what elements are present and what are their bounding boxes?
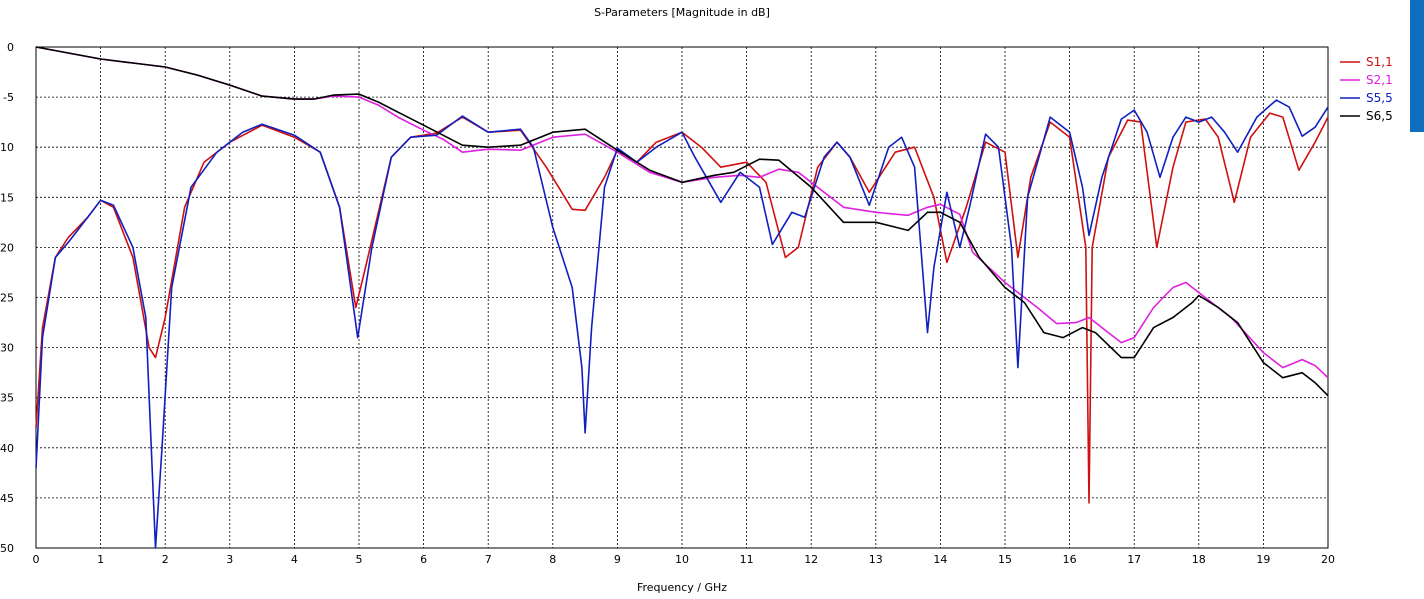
x-tick-label: 9	[614, 553, 621, 566]
x-tick-label: 17	[1127, 553, 1141, 566]
y-tick-label: -45	[0, 492, 14, 505]
series-lines	[35, 46, 1329, 549]
x-tick-label: 20	[1321, 553, 1335, 566]
x-tick-label: 11	[740, 553, 754, 566]
x-tick-label: 14	[933, 553, 947, 566]
y-tick-label: -5	[3, 91, 14, 104]
y-tick-label: -35	[0, 392, 14, 405]
legend-label: S2,1	[1366, 73, 1393, 87]
y-tick-label: -20	[0, 241, 14, 254]
x-tick-label: 2	[162, 553, 169, 566]
x-tick-label: 18	[1192, 553, 1206, 566]
chart-title: S-Parameters [Magnitude in dB]	[594, 6, 770, 19]
x-tick-label: 8	[549, 553, 556, 566]
x-tick-label: 1	[97, 553, 104, 566]
legend-label: S6,5	[1366, 109, 1393, 123]
legend-label: S1,1	[1366, 55, 1393, 69]
x-tick-label: 15	[998, 553, 1012, 566]
series-line-S6-5	[35, 46, 1329, 397]
y-tick-label: -40	[0, 442, 14, 455]
x-tick-label: 19	[1256, 553, 1270, 566]
series-line-S5-5	[35, 99, 1329, 549]
x-tick-label: 0	[33, 553, 40, 566]
x-tick-label: 10	[675, 553, 689, 566]
x-axis-label: Frequency / GHz	[637, 581, 727, 594]
x-tick-label: 12	[804, 553, 818, 566]
y-tick-label: -30	[0, 342, 14, 355]
x-tick-label: 4	[291, 553, 298, 566]
y-tick-label: -15	[0, 191, 14, 204]
y-tick-label: -25	[0, 292, 14, 305]
x-tick-label: 6	[420, 553, 427, 566]
legend-label: S5,5	[1366, 91, 1393, 105]
y-tick-label: -10	[0, 141, 14, 154]
y-tick-label: 0	[7, 41, 14, 54]
x-tick-label: 5	[356, 553, 363, 566]
x-tick-label: 13	[869, 553, 883, 566]
x-tick-label: 16	[1063, 553, 1077, 566]
side-panel-tab[interactable]	[1410, 0, 1424, 132]
y-tick-label: -50	[0, 542, 14, 555]
x-tick-label: 3	[226, 553, 233, 566]
grid	[35, 46, 1329, 549]
x-tick-label: 7	[485, 553, 492, 566]
legend: S1,1 S2,1 S5,5 S6,5	[1340, 55, 1393, 123]
axes: 012345678910111213141516171819200-5-10-1…	[0, 41, 1335, 566]
